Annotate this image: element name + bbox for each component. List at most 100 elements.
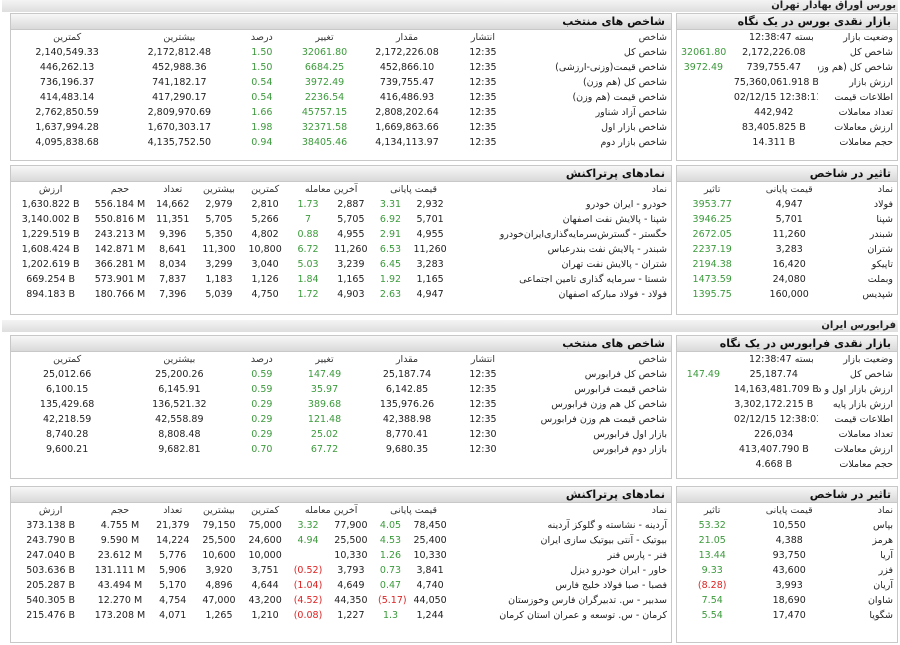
cell: 8,740.28	[45, 429, 89, 440]
cell	[677, 442, 730, 457]
data-row: فزر 43,600 9.33	[677, 563, 897, 578]
cell: 413,407.790 B	[738, 444, 809, 455]
cell: 1.92	[379, 274, 402, 285]
cell: 25,200.26	[155, 369, 204, 380]
cell: 1,126	[251, 274, 279, 285]
cell	[677, 412, 730, 427]
cell: 3953.77	[692, 199, 732, 210]
cell: 136,521.32	[152, 399, 207, 410]
data-row: بپاس 10,550 53.32	[677, 518, 897, 533]
data-row: بازار دوم فرابورس 12:30 9,680.35 67.72 0.70 9…	[11, 442, 671, 457]
column-header: انتشار	[470, 32, 495, 43]
row-label: وضعیت بازار	[843, 32, 893, 43]
cell: 3,841	[416, 565, 444, 576]
cell: 540.305 B	[26, 595, 76, 606]
cell: 4,740	[416, 580, 444, 591]
cell: (0.52)	[293, 565, 323, 576]
cell: 1395.75	[692, 289, 732, 300]
data-row: حجم معاملات 14.311 B	[677, 135, 897, 150]
cell: 180.766 M	[94, 289, 146, 300]
row-label: شتران	[867, 244, 893, 255]
panel-title: نمادهای پرتراکنش	[11, 487, 671, 503]
column-header: درصد	[250, 32, 273, 43]
header-row: نماد قیمت پایانی تاثیر	[677, 182, 897, 197]
data-row: اطلاعات قیمت 02/12/15 12:38:11	[677, 90, 897, 105]
row-label: آریان	[873, 580, 893, 591]
row-label: آردینه - نشاسته و گلوکز آردینه	[547, 520, 667, 531]
cell: 3972.49	[683, 62, 724, 73]
cell: 2,172,812.48	[147, 47, 212, 58]
cell: 503.636 B	[26, 565, 76, 576]
cell: 12:30	[469, 444, 497, 455]
cell: 35.97	[310, 384, 339, 395]
cell: 12:35	[469, 384, 497, 395]
header-row: نماد قیمت پایانی تاثیر	[677, 503, 897, 518]
cell: 93,750	[772, 550, 806, 561]
row-label: ارزش بازار	[849, 77, 893, 88]
cell: 373.138 B	[26, 520, 76, 531]
data-row: تعداد معاملات 442,942	[677, 105, 897, 120]
data-row: شبندر 11,260 2672.05	[677, 227, 897, 242]
cell: 6.72	[297, 244, 319, 255]
cell	[677, 352, 730, 367]
cell: 3,302,172.215 B	[734, 399, 814, 410]
cell: 0.47	[379, 580, 402, 591]
column-header: کمترین	[53, 354, 82, 365]
cell: (8.28)	[697, 580, 727, 591]
data-row: شاخص قیمت فرابورس 12:35 6,142.85 35.97 0.59 6…	[11, 382, 671, 397]
cell: 7,837	[159, 274, 187, 285]
row-label: ارزش بازار پایه	[832, 399, 893, 410]
column-header: نماد	[877, 505, 893, 516]
header-row: شاخص انتشار مقدار تغییر درصد بیشترین کمترین	[11, 30, 671, 45]
cell: 25,400	[413, 535, 447, 546]
cell: 25,500	[334, 535, 368, 546]
column-header: مقدار	[395, 354, 419, 365]
cell: 4,134,113.97	[375, 137, 439, 148]
row-label: ارزش معاملات	[834, 444, 893, 455]
data-row: شاخص کل (هم وزن) 12:35 739,755.47 3972.49 0.…	[11, 75, 671, 90]
cell: 1,210	[251, 610, 279, 621]
cell: 0.73	[379, 565, 402, 576]
cell: 8,770.41	[385, 429, 429, 440]
column-header: کمترین	[251, 505, 280, 516]
cell: 135,976.26	[379, 399, 435, 410]
row-label: خگستر - گسترش‌سرمایه‌گذاری‌ایران‌خودرو	[499, 229, 667, 240]
cell: 2194.38	[692, 259, 732, 270]
column-header: تاثیر	[704, 184, 721, 195]
cell	[677, 427, 730, 442]
cell: 3,283	[416, 259, 444, 270]
cell	[677, 457, 730, 472]
cell: 5,705	[205, 214, 233, 225]
column-header: قیمت پایانی	[390, 505, 438, 516]
column-header: تغییر	[315, 32, 334, 43]
cell: 0.70	[251, 444, 273, 455]
indices-panel: شاخص های منتخب شاخص انتشار مقدار تغییر درصد بی…	[10, 335, 672, 479]
data-row: خگستر - گسترش‌سرمایه‌گذاری‌ایران‌خودرو 4,…	[11, 227, 671, 242]
column-header: قیمت پایانی	[765, 184, 813, 195]
cell: 243.790 B	[26, 535, 76, 546]
cell: 1,637,994.28	[35, 122, 99, 133]
row-label: شپدیس	[862, 289, 893, 300]
cell: 3,751	[251, 565, 279, 576]
cell: 1,630.822 B	[21, 199, 80, 210]
row-label: شاخص کل فرابورس	[584, 369, 667, 380]
cell: 23.612 M	[97, 550, 143, 561]
cell: 12:35	[469, 47, 497, 58]
row-label: فزر	[878, 565, 893, 576]
data-row: شاخص قیمت(وزنی-ارزشی) 12:35 452,866.10 6684…	[11, 60, 671, 75]
cell: 11,300	[202, 244, 236, 255]
column-header: مقدار	[395, 32, 419, 43]
cell: 10,800	[248, 244, 282, 255]
cell: 11,260	[413, 244, 447, 255]
column-header: قیمت پایانی	[390, 184, 438, 195]
panel-title: نمادهای پرتراکنش	[11, 166, 671, 182]
cell: 2,810	[251, 199, 279, 210]
cell: 83,405.825 B	[741, 122, 806, 133]
data-row: شتران 3,283 2237.19	[677, 242, 897, 257]
cell: 79,150	[202, 520, 236, 531]
cell: 44,350	[334, 595, 368, 606]
data-row: آردینه - نشاسته و گلوکز آردینه 78,450 4.05…	[11, 518, 671, 533]
cell: 12:35	[469, 92, 497, 103]
cell: 173.208 M	[94, 610, 146, 621]
row-label: شاخص بازار دوم	[600, 137, 667, 148]
